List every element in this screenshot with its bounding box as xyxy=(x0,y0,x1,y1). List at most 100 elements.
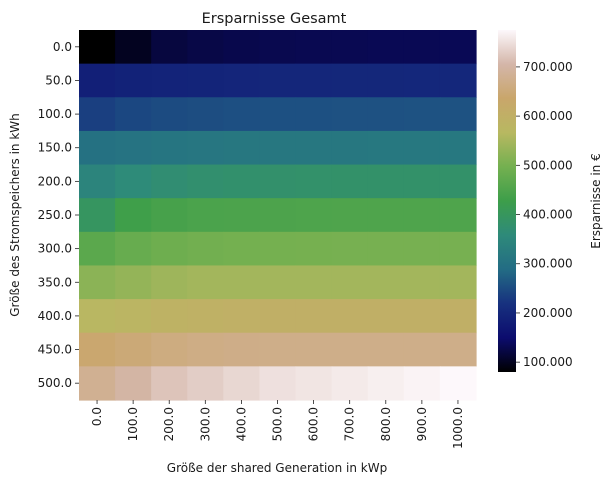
heatmap-cell xyxy=(79,63,116,98)
heatmap-cell xyxy=(367,130,405,166)
heatmap-cell xyxy=(223,198,261,233)
x-tick-label: 700.0 xyxy=(343,407,357,441)
heatmap-cell xyxy=(403,164,441,199)
y-tick-label: 150.0 xyxy=(38,141,72,155)
heatmap-cell xyxy=(187,332,224,367)
heatmap-cell xyxy=(331,97,369,132)
heatmap-cell xyxy=(439,130,477,166)
heatmap-cell xyxy=(331,30,369,65)
heatmap-cell xyxy=(151,366,188,401)
heatmap-cell xyxy=(115,30,152,65)
heatmap-cell xyxy=(115,164,152,199)
heatmap-cell xyxy=(115,130,152,166)
heatmap-cell xyxy=(79,299,116,334)
heatmap-cell xyxy=(367,30,405,65)
heatmap-cell xyxy=(115,97,152,132)
heatmap-cell xyxy=(151,299,188,334)
heatmap-cell xyxy=(187,130,224,166)
heatmap-cell xyxy=(259,299,297,334)
x-tick-label: 200.0 xyxy=(162,407,176,441)
heatmap-cell xyxy=(187,198,224,233)
heatmap-cell xyxy=(79,231,116,267)
heatmap-cell xyxy=(295,366,333,401)
heatmap-cell xyxy=(403,332,441,367)
colorbar-tick-label: 500.000 xyxy=(523,158,573,172)
heatmap-cell xyxy=(259,63,297,98)
heatmap-cell xyxy=(151,97,188,132)
heatmap-cell xyxy=(151,164,188,199)
heatmap-cells xyxy=(79,30,477,401)
heatmap-cell xyxy=(331,299,369,334)
heatmap-cell xyxy=(367,164,405,199)
heatmap-cell xyxy=(115,265,152,300)
heatmap-cell xyxy=(115,366,152,401)
heatmap-cell xyxy=(223,63,261,98)
heatmap-cell xyxy=(259,366,297,401)
heatmap-cell xyxy=(367,97,405,132)
heatmap-cell xyxy=(151,265,188,300)
heatmap-cell xyxy=(331,366,369,401)
heatmap-cell xyxy=(151,332,188,367)
colorbar-tick-label: 400.000 xyxy=(523,208,573,222)
heatmap-cell xyxy=(79,366,116,401)
heatmap-cell xyxy=(439,299,477,334)
heatmap-cell xyxy=(295,97,333,132)
heatmap-cell xyxy=(403,30,441,65)
heatmap-cell xyxy=(439,265,477,300)
x-tick-label: 600.0 xyxy=(307,407,321,441)
heatmap-cell xyxy=(115,63,152,98)
heatmap-cell xyxy=(151,63,188,98)
heatmap-cell xyxy=(223,265,261,300)
heatmap-cell xyxy=(439,30,477,65)
heatmap-cell xyxy=(367,231,405,267)
heatmap-cell xyxy=(223,299,261,334)
y-tick-label: 300.0 xyxy=(38,242,72,256)
x-tick-label: 100.0 xyxy=(126,407,140,441)
colorbar-label: Ersparnisse in € xyxy=(589,153,603,249)
colorbar xyxy=(498,30,516,372)
heatmap-cell xyxy=(403,366,441,401)
x-axis-ticks: 0.0 100.0 200.0 300.0 400.0 500.0 600.0 700.0 80… xyxy=(90,400,465,449)
x-tick-label: 900.0 xyxy=(415,407,429,441)
heatmap-cell xyxy=(187,63,224,98)
colorbar-tick-label: 100.000 xyxy=(523,355,573,369)
y-tick-label: 350.0 xyxy=(38,275,72,289)
heatmap-cell xyxy=(79,164,116,199)
heatmap-cell xyxy=(295,198,333,233)
heatmap-cell xyxy=(331,332,369,367)
heatmap-cell xyxy=(295,265,333,300)
y-tick-label: 250.0 xyxy=(38,208,72,222)
heatmap-cell xyxy=(187,366,224,401)
heatmap-cell xyxy=(367,366,405,401)
colorbar-ticks: 100.000 200.000 300.000 400.000 500.000 600.0… xyxy=(516,60,573,369)
colorbar-tick-label: 600.000 xyxy=(523,109,573,123)
heatmap-cell xyxy=(223,30,261,65)
heatmap-cell xyxy=(403,299,441,334)
y-tick-label: 400.0 xyxy=(38,309,72,323)
heatmap-cell xyxy=(295,332,333,367)
heatmap-cell xyxy=(331,130,369,166)
heatmap-cell xyxy=(259,332,297,367)
heatmap-cell xyxy=(223,366,261,401)
heatmap-cell xyxy=(331,164,369,199)
heatmap-cell xyxy=(403,231,441,267)
heatmap-cell xyxy=(331,265,369,300)
x-tick-label: 800.0 xyxy=(379,407,393,441)
colorbar-tick-label: 200.000 xyxy=(523,306,573,320)
heatmap-cell xyxy=(151,130,188,166)
heatmap-cell xyxy=(331,231,369,267)
x-tick-label: 500.0 xyxy=(271,407,285,441)
heatmap-cell xyxy=(295,231,333,267)
heatmap-cell xyxy=(79,332,116,367)
heatmap-cell xyxy=(259,30,297,65)
heatmap-cell xyxy=(403,97,441,132)
colorbar-tick-label: 700.000 xyxy=(523,60,573,74)
heatmap-cell xyxy=(79,130,116,166)
heatmap-cell xyxy=(79,198,116,233)
heatmap-cell xyxy=(223,231,261,267)
heatmap-cell xyxy=(295,63,333,98)
y-tick-label: 100.0 xyxy=(38,107,72,121)
heatmap-cell xyxy=(259,97,297,132)
heatmap-cell xyxy=(115,231,152,267)
heatmap-cell xyxy=(259,265,297,300)
